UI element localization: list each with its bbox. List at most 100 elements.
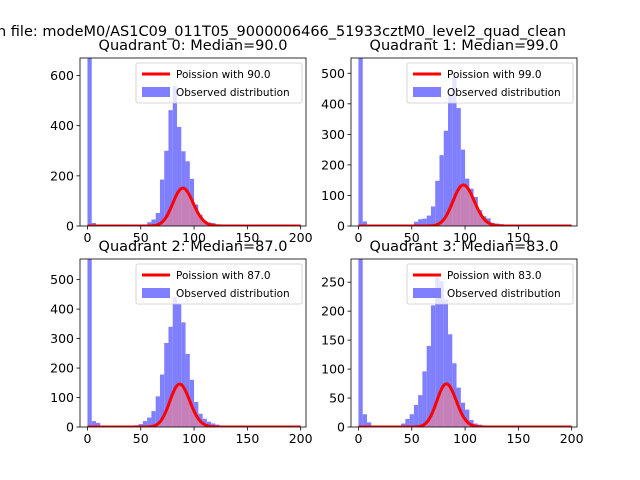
x-tick-label: 0 <box>354 431 362 446</box>
histogram-bar <box>430 305 436 427</box>
x-tick-label: 50 <box>404 230 420 245</box>
x-tick-label: 50 <box>133 431 149 446</box>
x-tick-label: 0 <box>354 230 362 245</box>
y-tick-label: 300 <box>50 331 74 346</box>
subplot-title: Quadrant 3: Median=83.0 <box>370 239 559 255</box>
subplot-quadrant-3: 0 50 100 150 200 0 50 100 150 200 250 Quadrant 3: M… <box>321 239 584 446</box>
y-tick-label: 600 <box>50 68 74 83</box>
histogram-bar <box>164 343 169 427</box>
subplot-title: Quadrant 2: Median=87.0 <box>99 239 288 255</box>
legend-hist-label: Observed distribution <box>447 87 561 99</box>
y-tick-label: 400 <box>50 118 74 133</box>
legend-hist-label: Observed distribution <box>447 288 561 300</box>
histogram-bar <box>168 326 173 427</box>
axes-frame <box>79 258 307 428</box>
subplot-quadrant-0: 0 50 100 150 200 0 200 400 600 Quadrant 0: Median… <box>50 38 313 245</box>
histogram-bar <box>362 414 367 427</box>
histogram-bar <box>168 110 173 226</box>
x-tick-label: 150 <box>235 230 259 245</box>
subplot-quadrant-1: 0 50 100 150 0 100 200 300 400 500 Quadrant 1: Med… <box>321 38 578 245</box>
legend-line-label: Poission with 99.0 <box>447 69 542 81</box>
legend-hist-swatch <box>413 288 441 298</box>
plot-area <box>87 58 302 226</box>
y-tick-label: 100 <box>50 390 74 405</box>
histogram-bar <box>418 219 423 226</box>
histogram-bar <box>443 299 449 427</box>
histogram-bar <box>452 76 457 226</box>
histogram-bar <box>172 297 178 427</box>
histogram-bar <box>405 418 410 427</box>
histogram-bar <box>413 221 419 226</box>
subplot-title: Quadrant 0: Median=90.0 <box>99 38 288 54</box>
y-tick-label: 0 <box>66 420 74 435</box>
histogram-bar <box>151 411 156 427</box>
histogram-bar <box>426 345 431 427</box>
poisson-fill <box>358 185 572 226</box>
subplot-quadrant-2: 0 50 100 150 200 0 100 200 300 400 500 Quadrant 2: … <box>50 239 313 446</box>
plot-area <box>358 58 573 226</box>
axes-frame <box>350 258 578 428</box>
histogram-bar <box>202 418 207 427</box>
histogram-bar <box>164 150 169 226</box>
y-tick-label: 200 <box>50 361 74 376</box>
legend-box <box>406 263 574 305</box>
y-tick-label: 500 <box>50 272 74 287</box>
histogram-bar <box>465 409 470 427</box>
legend-box <box>135 263 303 305</box>
histogram-bar <box>422 218 427 226</box>
plot-area <box>358 259 573 427</box>
x-tick-label: 200 <box>289 431 313 446</box>
histogram-bar <box>181 322 186 427</box>
poisson-line <box>358 382 573 427</box>
y-tick-label: 0 <box>337 420 345 435</box>
y-tick-label: 250 <box>321 275 345 290</box>
histogram-bar <box>448 94 453 226</box>
histogram-bar <box>91 421 96 427</box>
y-tick-label: 0 <box>337 219 345 234</box>
y-tick-label: 50 <box>329 391 345 406</box>
axes-frame <box>350 57 578 227</box>
histogram-bar <box>172 86 178 226</box>
y-tick-label: 400 <box>50 302 74 317</box>
y-tick-label: 400 <box>321 96 345 111</box>
histogram-bar <box>177 126 182 226</box>
legend-hist-swatch <box>142 87 170 97</box>
legend: Poission with 87.0 Observed distribution <box>135 263 303 305</box>
subplot-title: Quadrant 1: Median=99.0 <box>370 38 559 54</box>
x-tick-label: 200 <box>560 431 584 446</box>
histogram-bar <box>443 130 449 226</box>
histogram-bar <box>151 219 156 226</box>
y-tick-label: 0 <box>66 219 74 234</box>
x-tick-label: 50 <box>404 431 420 446</box>
histogram-bar <box>155 212 160 226</box>
histogram-bar <box>185 353 190 427</box>
histogram-bar <box>91 222 96 226</box>
x-tick-label: 200 <box>289 230 313 245</box>
histogram-bar <box>418 395 423 427</box>
histogram-bar <box>362 221 367 226</box>
legend-line-label: Poission with 83.0 <box>447 270 542 282</box>
legend-line-label: Poission with 90.0 <box>176 69 271 81</box>
legend-hist-swatch <box>413 87 441 97</box>
histogram-bar <box>426 215 431 226</box>
histogram-bar <box>366 422 372 427</box>
x-tick-label: 150 <box>235 431 259 446</box>
x-tick-label: 100 <box>182 230 206 245</box>
histogram-bar <box>147 222 152 226</box>
y-tick-label: 500 <box>321 66 345 81</box>
histogram-bar <box>155 396 160 427</box>
histogram-bar <box>177 303 182 427</box>
x-tick-label: 150 <box>506 431 530 446</box>
histogram-bar <box>413 404 419 427</box>
axes-frame <box>79 57 307 227</box>
legend: Poission with 90.0 Observed distribution <box>135 62 303 104</box>
y-tick-label: 200 <box>321 304 345 319</box>
x-tick-label: 50 <box>133 230 149 245</box>
y-tick-label: 300 <box>321 127 345 142</box>
legend-box <box>135 62 303 104</box>
y-tick-label: 200 <box>321 157 345 172</box>
y-tick-label: 100 <box>321 362 345 377</box>
x-tick-label: 0 <box>83 431 91 446</box>
histogram-bar <box>159 374 165 427</box>
